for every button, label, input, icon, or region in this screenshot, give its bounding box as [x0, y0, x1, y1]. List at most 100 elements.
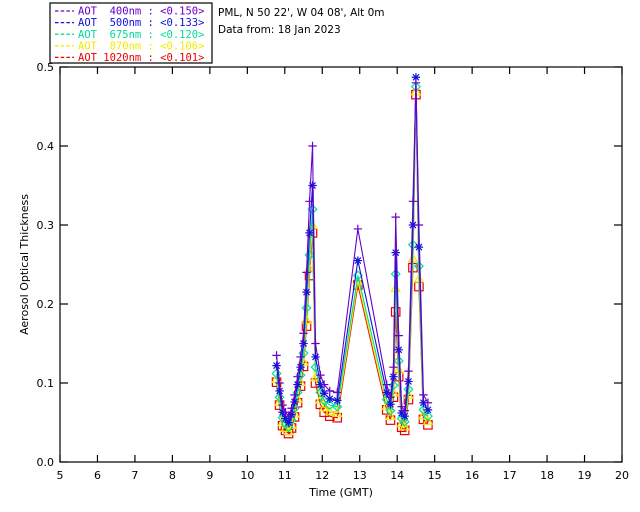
marker-asterisk: [305, 228, 314, 238]
marker-triangle: [385, 410, 396, 421]
marker-asterisk: [299, 339, 308, 348]
legend-label-2: AOT 500nm : <0.133>: [78, 17, 204, 29]
marker-diamond: [393, 355, 404, 366]
marker-plus: [305, 197, 314, 206]
marker-asterisk: [319, 389, 329, 398]
marker-plus: [302, 268, 311, 277]
legend-label-3: AOT 675nm : <0.120>: [78, 29, 204, 41]
x-tick-label: 8: [169, 469, 176, 482]
legend: AOT 400nm : <0.150>AOT 500nm : <0.133>AO…: [49, 2, 213, 64]
x-tick-label: 10: [240, 469, 254, 482]
y-axis-title: Aerosol Optical Thickness: [18, 194, 31, 335]
marker-triangle: [318, 402, 330, 412]
marker-plus: [316, 370, 325, 380]
marker-asterisk: [281, 414, 290, 423]
marker-triangle: [352, 275, 364, 286]
x-tick-label: 11: [278, 469, 292, 482]
marker-plus: [333, 388, 342, 397]
x-tick-label: 9: [206, 469, 213, 482]
marker-plus: [299, 329, 308, 338]
x-tick-label: 12: [315, 469, 329, 482]
marker-diamond: [399, 416, 410, 427]
y-tick-label: 0.3: [37, 219, 55, 232]
marker-plus: [287, 404, 296, 413]
marker-asterisk: [389, 372, 398, 381]
marker-asterisk: [311, 352, 320, 362]
marker-asterisk: [333, 396, 342, 405]
title-block: PML, N 50 22', W 04 08', Alt 0m Data from…: [218, 7, 385, 36]
x-tick-label: 19: [578, 469, 592, 482]
y-axis: 0.0 0.1 0.2 0.3 0.4 0.5 Aerosol Optical Thickn…: [18, 61, 622, 469]
y-tick-label: 0.4: [37, 140, 55, 153]
marker-plus: [423, 398, 433, 407]
marker-asterisk: [414, 242, 424, 252]
marker-plus: [408, 197, 418, 206]
x-axis: 5 6 7 8 9 10 11 12 13 14 15 16 17 18 19 20 Time (GMT): [57, 67, 629, 499]
marker-triangle: [399, 421, 410, 431]
marker-diamond: [274, 392, 285, 403]
marker-plus: [400, 406, 409, 415]
marker-asterisk: [404, 377, 413, 386]
x-tick-label: 14: [390, 469, 404, 482]
x-tick-label: 13: [353, 469, 367, 482]
legend-box: [49, 2, 213, 64]
x-tick-label: 18: [540, 469, 554, 482]
marker-asterisk: [325, 394, 334, 403]
marker-plus: [308, 141, 317, 151]
x-tick-label: 5: [57, 469, 64, 482]
marker-diamond: [388, 380, 399, 391]
marker-asterisk: [284, 418, 293, 427]
marker-asterisk: [296, 363, 305, 372]
marker-triangle: [324, 406, 335, 416]
marker-plus: [278, 400, 287, 410]
marker-asterisk: [293, 380, 302, 389]
marker-plus: [325, 386, 334, 396]
marker-plus: [394, 331, 403, 340]
marker-triangle: [422, 415, 434, 425]
marker-diamond: [422, 411, 433, 422]
marker-diamond: [304, 249, 315, 261]
marker-asterisk: [397, 408, 406, 418]
marker-plus: [404, 366, 413, 376]
marker-diamond: [271, 368, 282, 379]
marker-asterisk: [382, 388, 391, 397]
marker-plus: [284, 411, 293, 421]
data-series-group: [271, 73, 434, 439]
marker-asterisk: [275, 386, 284, 396]
legend-label-1: AOT 400nm : <0.150>: [78, 6, 204, 18]
marker-asterisk: [419, 398, 428, 407]
marker-plus: [319, 380, 329, 389]
marker-diamond: [407, 239, 418, 250]
series-aot-400nm: [272, 78, 433, 421]
marker-diamond: [332, 401, 343, 412]
marker-diamond: [385, 405, 396, 416]
marker-diamond: [413, 261, 424, 272]
marker-plus: [275, 378, 284, 388]
marker-asterisk: [272, 361, 281, 370]
marker-plus: [386, 393, 395, 402]
plot-frame: [59, 66, 623, 463]
legend-label-4: AOT 870nm : <0.106>: [78, 40, 204, 52]
legend-label-5: AOT 1020nm : <0.101>: [78, 52, 204, 64]
x-tick-label: 6: [94, 469, 101, 482]
plot-title-line1: PML, N 50 22', W 04 08', Alt 0m: [218, 7, 385, 19]
marker-diamond: [301, 302, 312, 313]
marker-diamond: [324, 400, 335, 411]
y-tick-label: 0.0: [37, 456, 55, 469]
x-tick-label: 7: [131, 469, 138, 482]
x-tick-label: 20: [615, 469, 629, 482]
marker-asterisk: [386, 400, 395, 409]
marker-plus: [411, 78, 421, 87]
marker-asterisk: [394, 345, 403, 355]
marker-asterisk: [408, 220, 418, 230]
marker-plus: [382, 380, 391, 389]
marker-triangle: [315, 394, 326, 404]
marker-plus: [419, 390, 428, 400]
marker-plus: [389, 363, 398, 372]
marker-asterisk: [423, 405, 433, 415]
marker-asterisk: [411, 73, 421, 82]
marker-plus: [311, 339, 320, 348]
x-tick-label: 15: [428, 469, 442, 482]
